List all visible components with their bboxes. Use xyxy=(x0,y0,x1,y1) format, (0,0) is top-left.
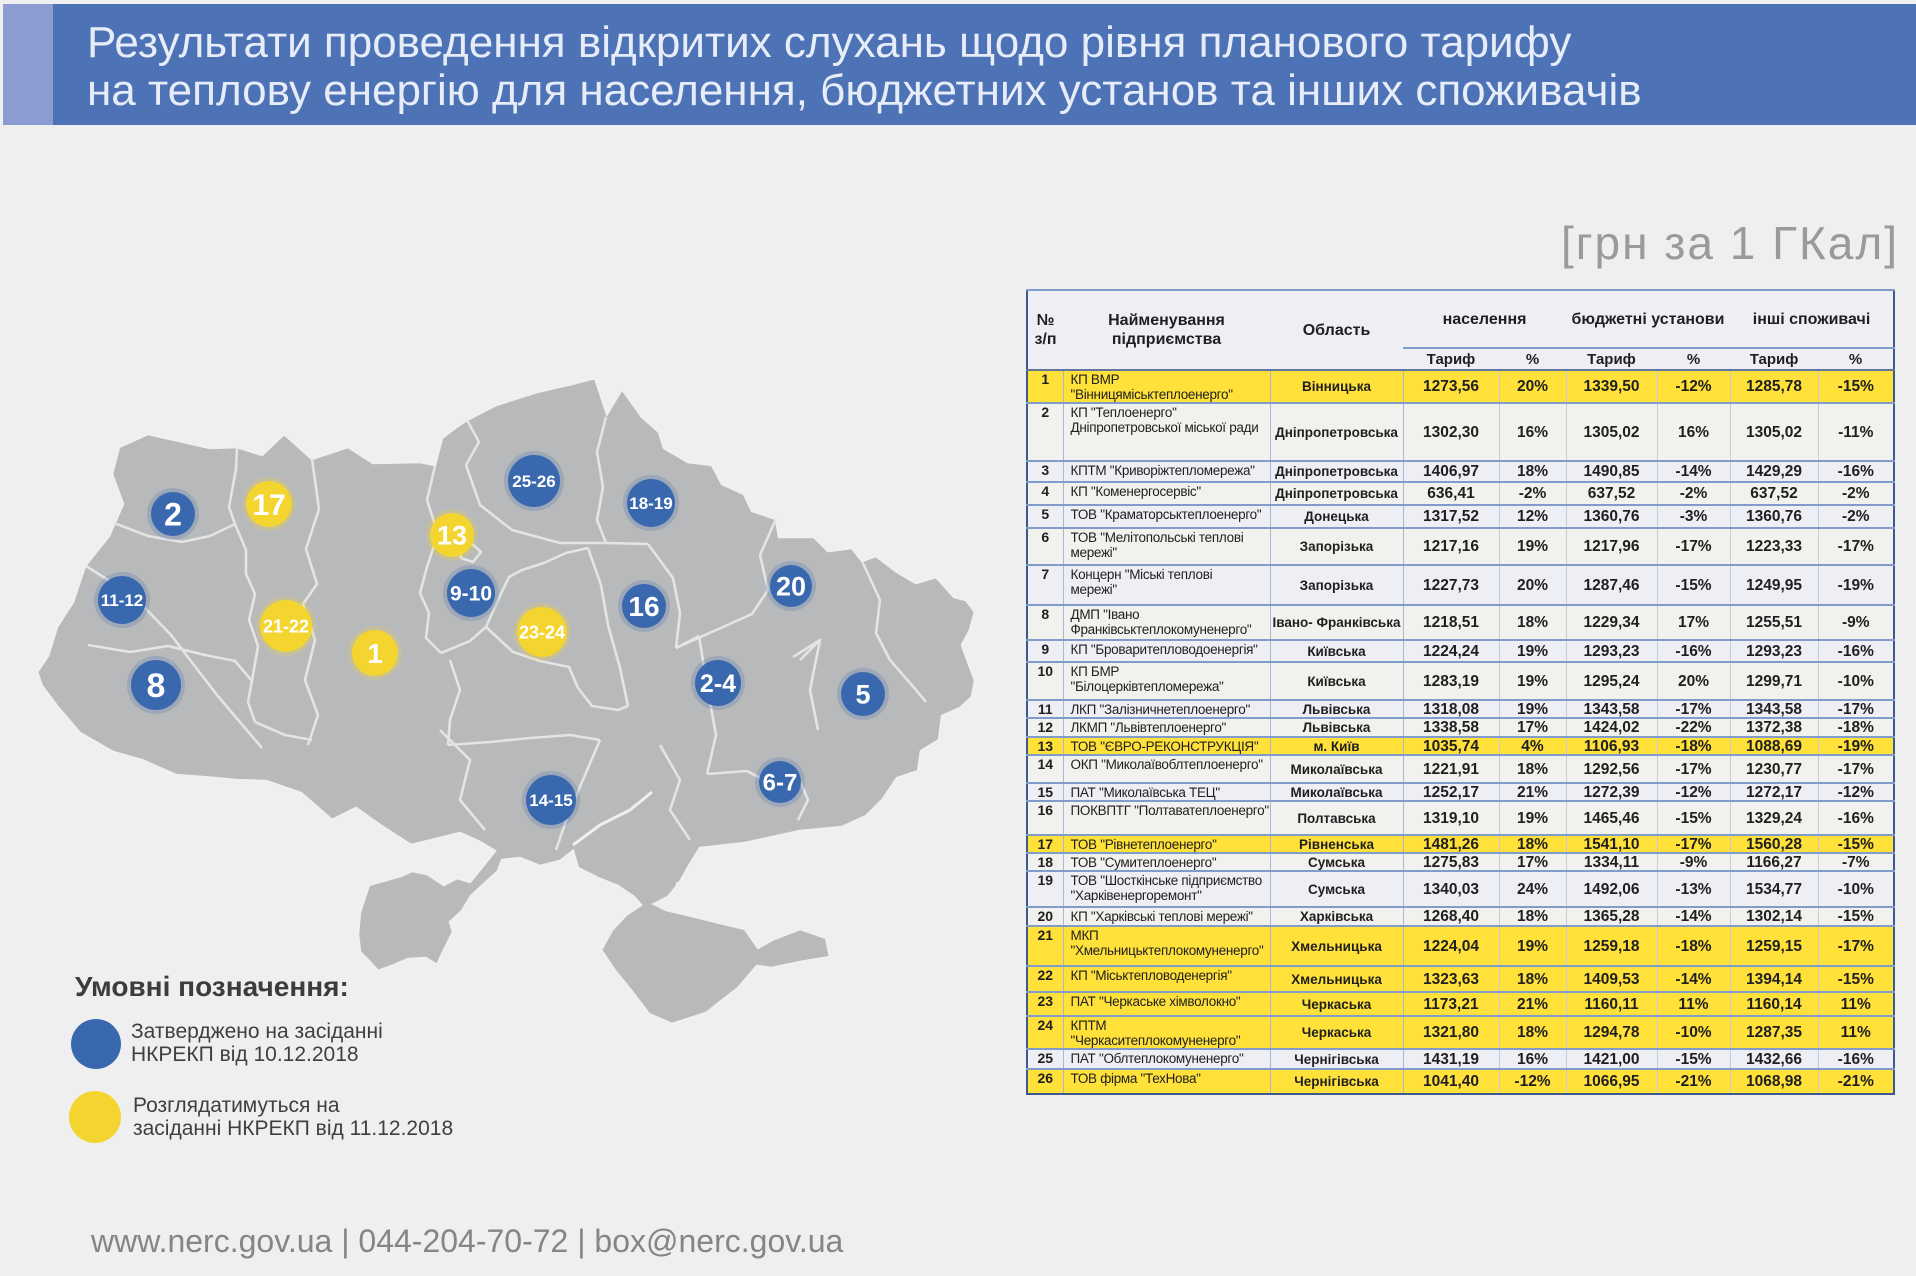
svg-text:11-12: 11-12 xyxy=(101,591,144,610)
svg-text:17: 17 xyxy=(252,489,285,522)
svg-text:5: 5 xyxy=(855,680,870,710)
svg-text:13: 13 xyxy=(437,521,467,551)
svg-text:2-4: 2-4 xyxy=(700,670,736,698)
svg-text:16: 16 xyxy=(628,591,659,622)
svg-text:1: 1 xyxy=(367,638,383,669)
svg-text:6-7: 6-7 xyxy=(763,770,798,797)
svg-text:18-19: 18-19 xyxy=(629,494,672,513)
svg-text:21-22: 21-22 xyxy=(263,616,309,636)
svg-text:8: 8 xyxy=(147,667,166,705)
svg-text:2: 2 xyxy=(164,497,182,533)
svg-text:25-26: 25-26 xyxy=(512,472,555,491)
svg-text:9-10: 9-10 xyxy=(450,583,492,606)
svg-text:14-15: 14-15 xyxy=(529,791,572,810)
svg-text:20: 20 xyxy=(776,572,806,602)
svg-text:23-24: 23-24 xyxy=(519,622,565,642)
